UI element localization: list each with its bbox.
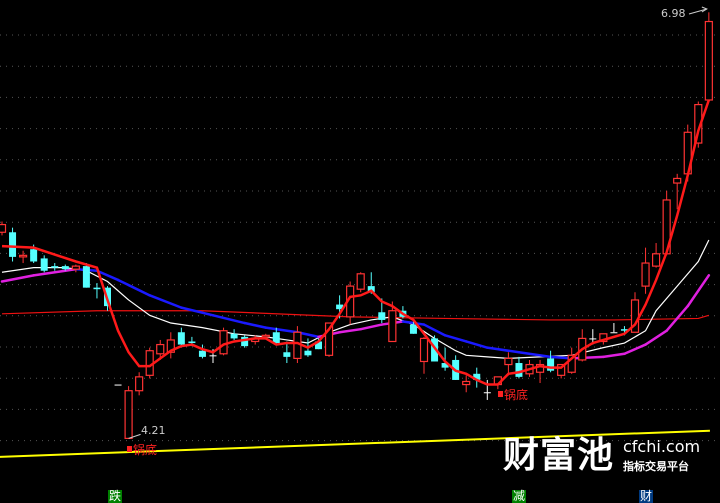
- candle-body-down: [620, 329, 628, 331]
- flat-ma-line: [1, 310, 710, 321]
- trend-ma-segment: [486, 346, 521, 354]
- trend-ma-segment: [243, 321, 267, 329]
- candle-body-up: [356, 273, 365, 290]
- candle-body-down: [589, 338, 597, 340]
- low-price-label: 4.21: [141, 424, 166, 437]
- candle-body-up: [419, 337, 429, 363]
- candle-body-down: [304, 350, 312, 356]
- candle-body-down: [409, 324, 417, 334]
- bottom-marker: [127, 446, 132, 452]
- candle-body-up: [156, 343, 165, 355]
- candle-body-down: [283, 352, 291, 357]
- trend-ma-segment: [443, 334, 468, 343]
- candle-body-down: [209, 355, 217, 357]
- candle-body-down: [441, 363, 449, 368]
- bottom-signal-label: 锅底: [133, 442, 157, 457]
- fast-red-line: [1, 99, 711, 386]
- signal-label-cai: 财: [639, 489, 654, 503]
- candle-body-down: [515, 363, 523, 377]
- candle-body-down: [431, 338, 439, 362]
- trend-ma-segment: [570, 355, 605, 360]
- candle-body-up: [673, 177, 682, 184]
- candle-body-down: [93, 287, 101, 290]
- trend-ma-segment: [401, 320, 415, 325]
- trend-ma-segment: [602, 352, 626, 359]
- candle-body-down: [40, 258, 48, 271]
- bottom-signal-label: 锅底: [504, 387, 528, 402]
- trend-ma-segment: [464, 340, 489, 349]
- candle-body-up: [124, 390, 133, 439]
- watermark-brand: 财富池: [503, 435, 615, 476]
- trend-ma-segment: [116, 278, 151, 297]
- candle-body-up: [261, 334, 270, 338]
- watermark-tagline: 指标交易平台: [623, 460, 689, 473]
- candle-body-down: [272, 332, 280, 344]
- trend-ma-segment: [211, 314, 246, 325]
- trend-ma-segment: [95, 269, 120, 282]
- candle-body-down: [188, 341, 196, 344]
- low-arrow: [128, 433, 141, 439]
- candle-body-down: [177, 332, 185, 345]
- candle-body-down: [198, 350, 206, 357]
- candle-body-down: [61, 266, 69, 270]
- candle-body-up: [462, 380, 471, 386]
- candle-body-down: [230, 333, 238, 339]
- trend-ma-segment: [148, 294, 183, 309]
- high-arrow: [688, 8, 707, 15]
- candle-body-down: [51, 266, 59, 268]
- high-price-label: 6.98: [661, 7, 686, 20]
- watermark-url: cfchi.com: [623, 437, 701, 456]
- candle-body-down: [473, 373, 481, 380]
- candle-body-down: [315, 341, 322, 350]
- trend-ma-segment: [0, 274, 35, 283]
- trend-ma-segment: [359, 323, 384, 331]
- trend-ma-segment: [644, 329, 668, 346]
- trend-ma-segment: [623, 343, 647, 356]
- candle-body-down: [378, 312, 386, 320]
- candle-body-down: [610, 332, 618, 334]
- trend-ma-segment: [264, 326, 299, 334]
- signal-label-jian: 减: [512, 489, 527, 503]
- trend-ma-segment: [338, 327, 362, 334]
- candle-body-up: [704, 20, 713, 101]
- candle-body-up: [504, 357, 513, 366]
- candle-body-down: [483, 392, 491, 394]
- candle-body-down: [9, 232, 17, 257]
- candle-body-up: [219, 330, 228, 355]
- support-line: [0, 429, 710, 458]
- candle-body-up: [651, 253, 661, 267]
- candle-body-up: [641, 262, 650, 287]
- trend-ma-segment: [32, 269, 67, 277]
- trend-ma-segment: [422, 323, 447, 337]
- candle-body-down: [336, 304, 344, 310]
- candle-body-up: [388, 310, 397, 343]
- candle-body-down: [30, 249, 38, 262]
- candle-body-up: [0, 223, 7, 233]
- candle-body-up: [557, 363, 566, 376]
- candle-body-up: [567, 354, 576, 373]
- candle-body-up: [135, 376, 144, 392]
- trend-ma-segment: [686, 274, 711, 308]
- trend-ma-segment: [665, 304, 689, 332]
- signal-label-die: 跌: [108, 489, 123, 503]
- trend-ma-segment: [180, 306, 215, 317]
- bottom-marker: [498, 391, 503, 397]
- candle-body-down: [367, 286, 375, 293]
- trend-ma-segment: [517, 351, 552, 359]
- candle-body-up: [19, 254, 28, 258]
- candle-body-down: [241, 336, 249, 347]
- candle-body-up: [71, 265, 80, 270]
- candle-body-up: [324, 322, 334, 356]
- candle-body-down: [114, 384, 122, 386]
- candle-body-down: [82, 266, 90, 288]
- candle-body-down: [547, 358, 555, 371]
- high-arrow-head: [701, 6, 708, 13]
